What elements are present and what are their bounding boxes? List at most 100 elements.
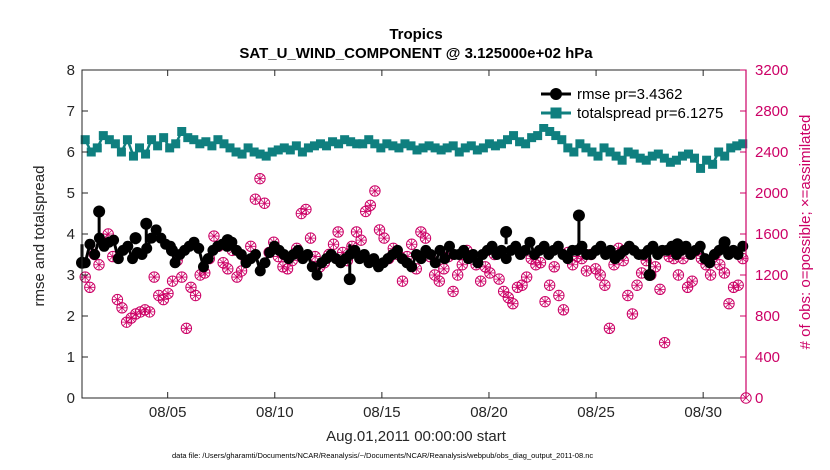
obs-possible-marker [249,193,262,205]
legend-rmse-marker [550,88,562,100]
legend-background [536,82,716,124]
spread-point [611,151,621,161]
y-right-tick-label: 0 [755,390,763,407]
y-tick-label: 3 [67,267,75,284]
obs-possible-marker [543,279,556,291]
obs-count-point [84,281,96,293]
obs-possible-marker [84,281,96,293]
rmse-point [562,253,574,265]
obs-count-point [208,230,220,242]
obs-possible-marker [189,289,202,302]
spread-point [364,135,374,145]
rmse-point [538,240,550,252]
obs-count-point [254,172,266,185]
spread-point [533,131,543,141]
obs-assimilated-marker [540,296,551,307]
obs-count-point [116,302,128,314]
obs-count-point [249,193,262,205]
rmse-point [221,234,234,247]
spread-point [195,139,205,149]
spread-point [575,139,585,149]
spread-point [189,135,199,145]
obs-count-point [332,226,344,238]
obs-count-point [553,289,565,302]
obs-assimilated-marker [107,251,118,262]
obs-assimilated-marker [590,263,601,274]
obs-possible-marker [231,271,243,283]
obs-assimilated-marker [259,198,270,209]
obs-assimilated-marker [167,276,178,287]
obs-assimilated-marker [369,185,380,196]
obs-count-point [433,275,445,287]
obs-count-point [672,269,685,281]
obs-possible-marker [162,287,174,300]
spread-point [665,157,675,167]
obs-possible-marker [474,275,487,287]
obs-possible-marker [180,322,193,334]
spread-point [569,147,579,157]
rmse-point [84,238,96,250]
obs-count-point [166,275,179,287]
spread-point [490,141,500,151]
spread-point [635,153,645,163]
spread-point [98,131,108,141]
y-axis-label: rmse and totalspread [31,166,48,307]
obs-count-point [714,259,726,271]
obs-count-point [93,259,105,271]
obs-count-point [369,185,381,197]
spread-point [352,139,362,149]
spread-point [412,145,422,155]
obs-possible-marker [208,230,220,242]
obs-possible-marker [176,271,188,283]
obs-assimilated-marker [365,200,376,211]
rmse-point [458,244,470,256]
obs-count-point [185,281,197,293]
x-tick-label: 08/15 [363,404,401,421]
rmse-point [202,253,214,265]
obs-assimilated-marker [149,272,160,283]
obs-count-point [732,279,744,291]
obs-possible-marker [415,226,427,238]
spread-point [677,151,687,161]
obs-possible-marker [79,271,91,283]
rmse-point [718,236,731,249]
obs-count-point [222,263,234,275]
obs-possible-marker [254,172,266,185]
rmse-point [254,265,266,277]
spread-point [86,147,96,157]
obs-possible-marker [484,267,496,279]
rmse-point [145,232,157,244]
obs-assimilated-marker [218,257,229,268]
obs-possible-marker [304,232,317,244]
obs-count-point [603,322,616,334]
obs-count-point [622,289,634,302]
obs-assimilated-marker [475,276,486,287]
spread-point [267,147,277,157]
obs-assimilated-marker [121,317,132,328]
obs-assimilated-marker [181,323,192,334]
rmse-point [500,225,513,238]
obs-assimilated-marker [305,233,316,244]
obs-assimilated-marker [300,204,311,215]
obs-assimilated-marker [659,337,670,348]
obs-possible-marker [258,197,271,209]
obs-count-point [79,271,91,283]
spread-point [448,141,458,151]
obs-assimilated-marker [714,259,725,270]
rmse-point [292,244,304,256]
obs-possible-marker [166,275,179,287]
obs-count-point [217,257,229,269]
spread-point [593,151,603,161]
spread-point [454,147,464,157]
obs-count-point [507,298,519,310]
obs-possible-marker [245,240,257,253]
obs-count-point [723,298,735,310]
rmse-point [259,257,271,269]
obs-assimilated-marker [636,267,647,278]
rmse-point [643,269,656,281]
obs-count-point [364,199,377,212]
obs-assimilated-marker [199,267,210,278]
rmse-point [496,244,508,256]
spread-point [388,141,398,151]
obs-count-point [245,240,257,253]
